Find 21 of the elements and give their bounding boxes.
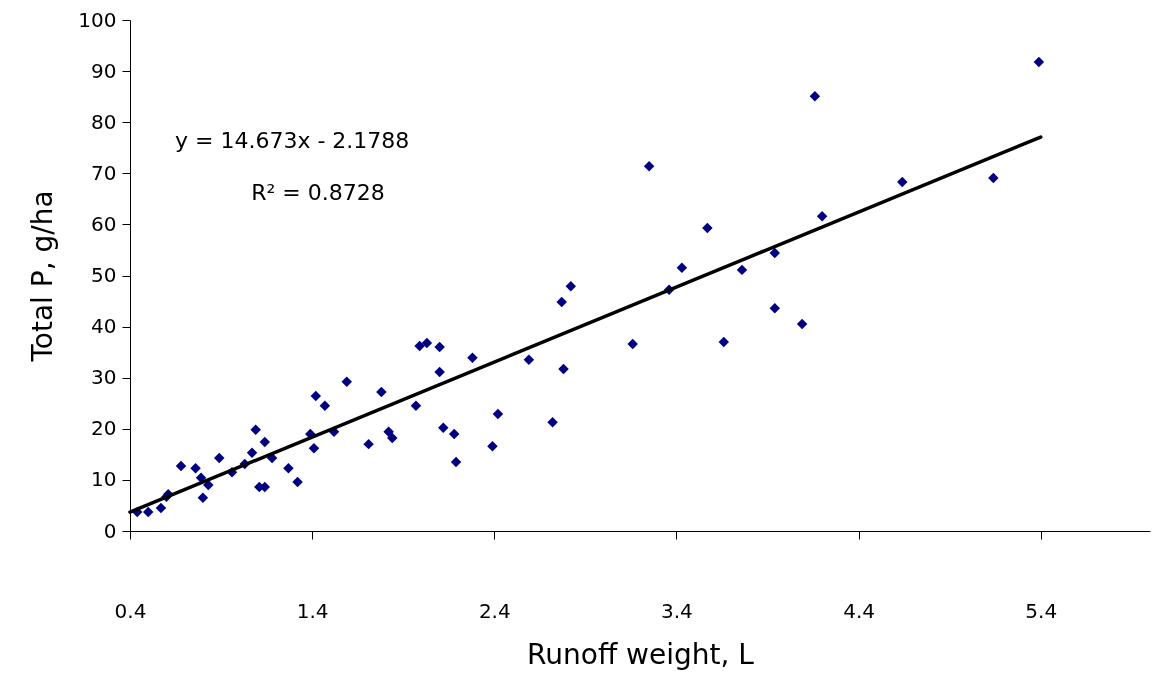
y-tick-label: 100 [78,7,117,32]
y-axis-title: Total P, g/ha [26,190,60,363]
x-tick-label: 4.4 [843,598,875,623]
x-tick-label: 1.4 [296,598,329,623]
x-tick-label: 3.4 [661,598,693,623]
y-tick-label: 70 [91,160,117,185]
y-tick-label: 80 [91,109,117,134]
y-tick-label: 50 [91,263,117,287]
y-tick-label: 40 [91,314,117,339]
y-tick-label: 30 [91,365,117,390]
y-tick-label: 20 [91,416,117,441]
y-tick-label: 10 [91,467,117,492]
annotation: y = 14.673x - 2.1788 [175,128,410,153]
x-tick-label: 2.4 [478,598,511,623]
y-tick-label: 60 [91,211,117,236]
y-tick-label: 90 [91,58,117,83]
x-tick-label: 0.4 [114,598,147,623]
annotation: R² = 0.8728 [251,180,385,205]
x-tick-label: 5.4 [1025,598,1058,623]
x-axis-title: Runoff weight, L [527,637,755,671]
y-tick-label: 0 [103,518,117,543]
